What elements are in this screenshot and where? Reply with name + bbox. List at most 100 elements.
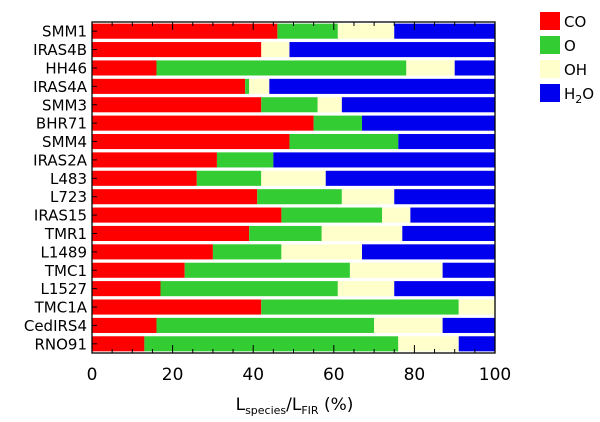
bar-tmc1a-co bbox=[92, 299, 262, 315]
bar-iras2a-o bbox=[216, 152, 274, 168]
legend-swatch-co bbox=[540, 12, 560, 30]
bar-l1489-oh bbox=[281, 244, 363, 260]
x-tick-label: 20 bbox=[162, 365, 184, 385]
bar-iras2a-h2o bbox=[273, 152, 495, 168]
bar-hh46-co bbox=[92, 60, 157, 76]
category-label: TMC1 bbox=[44, 262, 87, 280]
category-label: L483 bbox=[50, 170, 87, 188]
bar-l1527-co bbox=[92, 281, 161, 297]
bar-tmc1-oh bbox=[349, 262, 443, 278]
bar-l1489-h2o bbox=[362, 244, 495, 260]
bar-l1489-co bbox=[92, 244, 213, 260]
bar-iras15-o bbox=[281, 207, 383, 223]
bar-smm1-h2o bbox=[394, 23, 495, 39]
category-label: IRAS15 bbox=[34, 207, 87, 225]
bar-iras4a-o bbox=[245, 78, 250, 94]
x-axis-label: Lspecies/LFIR (%) bbox=[236, 395, 354, 417]
bar-smm1-co bbox=[92, 23, 278, 39]
bar-l1527-oh bbox=[337, 281, 395, 297]
legend-label-oh: OH bbox=[564, 61, 587, 79]
category-label: RNO91 bbox=[34, 335, 87, 353]
category-label: CedIRS4 bbox=[24, 317, 87, 335]
bar-l723-co bbox=[92, 189, 258, 205]
bar-iras15-h2o bbox=[410, 207, 495, 223]
x-tick-label: 0 bbox=[87, 365, 98, 385]
bar-rno91-o bbox=[144, 336, 399, 352]
text-part: OH bbox=[564, 61, 587, 79]
bar-tmc1-co bbox=[92, 262, 185, 278]
legend-swatch-oh bbox=[540, 60, 560, 78]
bar-iras4a-oh bbox=[249, 78, 270, 94]
x-tick-label: 60 bbox=[323, 365, 345, 385]
bar-rno91-h2o bbox=[458, 336, 495, 352]
bar-tmr1-oh bbox=[321, 225, 403, 242]
bar-l483-o bbox=[196, 170, 262, 186]
legend-label-h2o: H2O bbox=[564, 85, 594, 106]
category-label: SMM3 bbox=[42, 96, 87, 114]
bar-iras2a-co bbox=[92, 152, 217, 168]
bar-smm4-o bbox=[289, 133, 399, 150]
bar-bhr71-h2o bbox=[362, 115, 495, 131]
legend: CO O OH H2O bbox=[540, 12, 594, 106]
category-label: TMC1A bbox=[34, 299, 88, 317]
bar-rno91-co bbox=[92, 336, 145, 352]
category-label: IRAS4B bbox=[33, 41, 87, 59]
category-label: L1489 bbox=[40, 243, 87, 261]
bar-smm3-h2o bbox=[341, 97, 495, 113]
text-part: FIR bbox=[301, 404, 319, 417]
bar-l483-co bbox=[92, 170, 197, 186]
bar-iras4b-co bbox=[92, 42, 262, 58]
bar-cedirs4-co bbox=[92, 317, 157, 333]
bar-cedirs4-o bbox=[156, 317, 375, 333]
legend-swatch-o bbox=[540, 36, 560, 54]
legend-swatch-h2o bbox=[540, 84, 560, 102]
text-part: /L bbox=[286, 395, 302, 415]
bar-smm3-o bbox=[261, 97, 318, 113]
bar-l483-h2o bbox=[325, 170, 495, 186]
bar-smm1-oh bbox=[337, 23, 395, 39]
bar-iras4a-h2o bbox=[269, 78, 495, 94]
bar-l723-o bbox=[257, 189, 342, 205]
bar-smm1-o bbox=[277, 23, 338, 39]
bar-smm3-oh bbox=[317, 97, 342, 113]
bar-l723-oh bbox=[341, 189, 395, 205]
bar-cedirs4-h2o bbox=[442, 317, 495, 333]
x-tick-label: 40 bbox=[242, 365, 264, 385]
bar-tmr1-h2o bbox=[402, 225, 495, 242]
bar-l1527-o bbox=[160, 281, 338, 297]
category-label: SMM4 bbox=[42, 133, 87, 151]
text-part: CO bbox=[564, 13, 586, 31]
bar-smm4-h2o bbox=[398, 133, 495, 150]
bar-hh46-oh bbox=[406, 60, 455, 76]
text-part: 2 bbox=[575, 93, 582, 106]
bar-iras15-oh bbox=[382, 207, 411, 223]
category-label: IRAS4A bbox=[33, 78, 88, 96]
legend-label-o: O bbox=[564, 37, 576, 55]
legend-label-co: CO bbox=[564, 13, 586, 31]
x-tick-label: 100 bbox=[479, 365, 511, 385]
category-label: HH46 bbox=[45, 59, 87, 77]
category-label: SMM1 bbox=[42, 23, 87, 41]
bar-tmc1-h2o bbox=[442, 262, 495, 278]
bar-hh46-o bbox=[156, 60, 407, 76]
x-tick-label: 80 bbox=[404, 365, 426, 385]
category-label: TMR1 bbox=[44, 225, 87, 243]
category-labels: SMM1IRAS4BHH46IRAS4ASMM3BHR71SMM4IRAS2AL… bbox=[24, 23, 97, 353]
bar-tmc1-o bbox=[184, 262, 350, 278]
bar-tmc1a-o bbox=[261, 299, 459, 315]
bar-iras15-co bbox=[92, 207, 282, 223]
bar-iras4b-oh bbox=[261, 42, 290, 58]
bar-iras4a-co bbox=[92, 78, 246, 94]
bar-bhr71-co bbox=[92, 115, 314, 131]
text-part: O bbox=[564, 37, 576, 55]
bar-rno91-oh bbox=[398, 336, 459, 352]
bar-l1527-h2o bbox=[394, 281, 495, 297]
text-part: (%) bbox=[319, 395, 354, 415]
category-label: L723 bbox=[50, 188, 87, 206]
bars-group bbox=[92, 23, 495, 352]
x-axis-ticks: 0 20 40 60 80 100 bbox=[87, 22, 511, 385]
bar-smm3-co bbox=[92, 97, 262, 113]
text-part: H bbox=[564, 85, 575, 103]
bar-tmr1-o bbox=[249, 225, 322, 242]
